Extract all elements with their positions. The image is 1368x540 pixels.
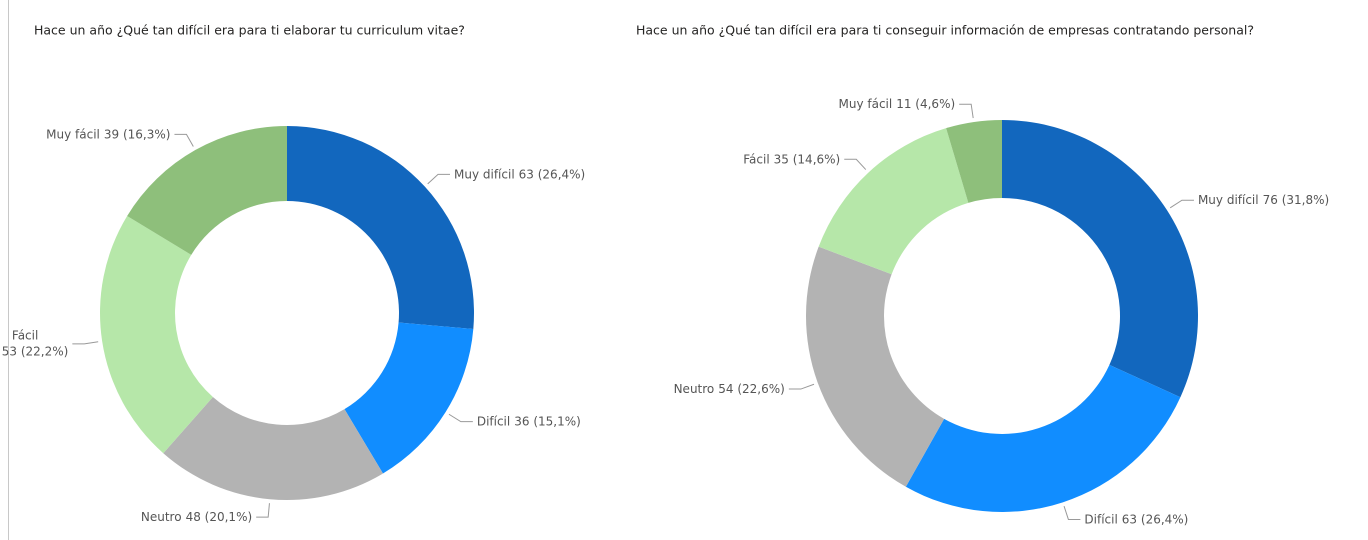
slice-label: Muy difícil 76 (31,8%) [1198, 193, 1329, 207]
leader-line [174, 133, 194, 147]
slice-label: Fácil 35 (14,6%) [743, 152, 840, 166]
slice-category: Muy fácil [46, 127, 100, 141]
slice-category: Neutro [141, 510, 182, 524]
slice-category: Neutro [674, 382, 715, 396]
slice-category: Muy fácil [839, 97, 893, 111]
slice-label: Muy difícil 63 (26,4%) [454, 167, 585, 181]
slice-label: Difícil 63 (26,4%) [1084, 512, 1188, 526]
leader-line [427, 173, 451, 185]
leader-line [788, 383, 815, 390]
leader-line [256, 503, 270, 518]
donut-slice [905, 364, 1181, 512]
slice-value-label: 35 (14,6%) [774, 152, 841, 166]
leader-line [844, 158, 867, 170]
slice-label: Fácil [12, 328, 38, 342]
chart-title: Hace un año ¿Qué tan difícil era para ti… [34, 23, 465, 38]
donut-slice [163, 396, 383, 500]
slice-category: Muy difícil [454, 167, 515, 181]
chart-title: Hace un año ¿Qué tan difícil era para ti… [636, 23, 1254, 38]
donut-slice [946, 120, 1002, 203]
slice-value-label: 53 (22,2%) [2, 344, 69, 358]
slice-value-label: 39 (16,3%) [104, 127, 171, 141]
donut-slice [127, 126, 287, 255]
slice-value-label: 48 (20,1%) [186, 510, 253, 524]
leader-line [1063, 505, 1081, 520]
leader-line [448, 413, 473, 423]
donut-slice [1002, 120, 1198, 398]
slice-value-label: 11 (4,6%) [896, 97, 955, 111]
donut-slice [806, 246, 945, 487]
slice-category: Fácil [743, 152, 769, 166]
slice-label: Neutro 48 (20,1%) [141, 510, 252, 524]
slice-category: Difícil [477, 414, 510, 428]
slice-value-label: 76 (31,8%) [1263, 193, 1330, 207]
donut-slice [818, 128, 969, 275]
slice-label: Muy fácil 11 (4,6%) [839, 97, 956, 111]
slice-value-label: 63 (26,4%) [1122, 512, 1189, 526]
slice-label: Neutro 54 (22,6%) [674, 382, 785, 396]
slice-category: Muy difícil [1198, 193, 1259, 207]
slice-value-label: 36 (15,1%) [514, 414, 581, 428]
slice-value-label: 54 (22,6%) [718, 382, 785, 396]
donut-slice [100, 215, 213, 454]
leader-line [1169, 199, 1194, 209]
donut-slice [344, 322, 474, 474]
donut-slice [287, 126, 474, 329]
slice-label: Difícil 36 (15,1%) [477, 414, 581, 428]
slice-value-label: 63 (26,4%) [519, 167, 586, 181]
slice-label: Muy fácil 39 (16,3%) [46, 127, 170, 141]
slice-category: Difícil [1084, 512, 1117, 526]
leader-line [72, 341, 99, 345]
leader-line [959, 103, 974, 119]
